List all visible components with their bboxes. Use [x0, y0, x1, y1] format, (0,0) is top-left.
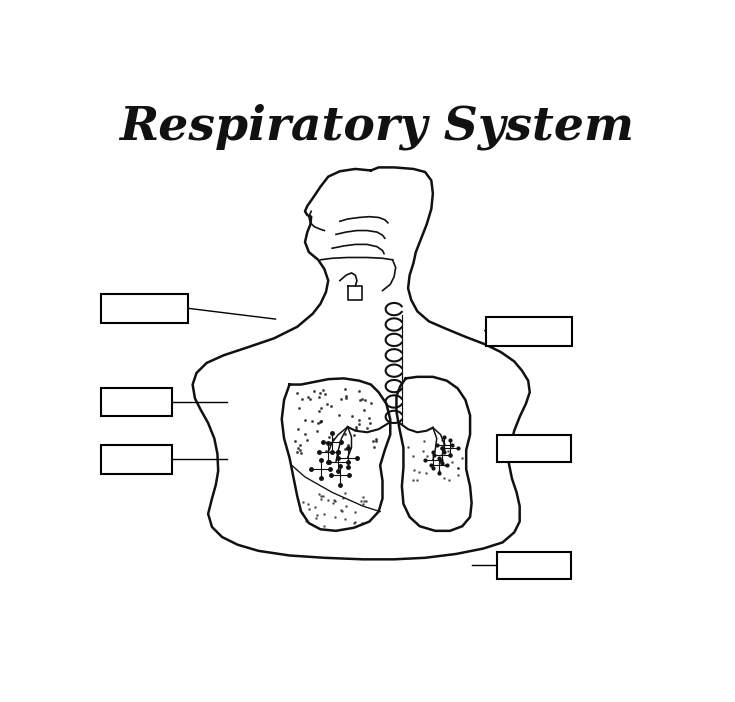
Text: Respiratory System: Respiratory System — [119, 103, 634, 150]
Bar — [101, 293, 188, 323]
Bar — [497, 435, 571, 463]
Bar — [497, 552, 571, 579]
Bar — [101, 388, 173, 416]
Bar — [101, 444, 173, 474]
Bar — [486, 317, 573, 346]
